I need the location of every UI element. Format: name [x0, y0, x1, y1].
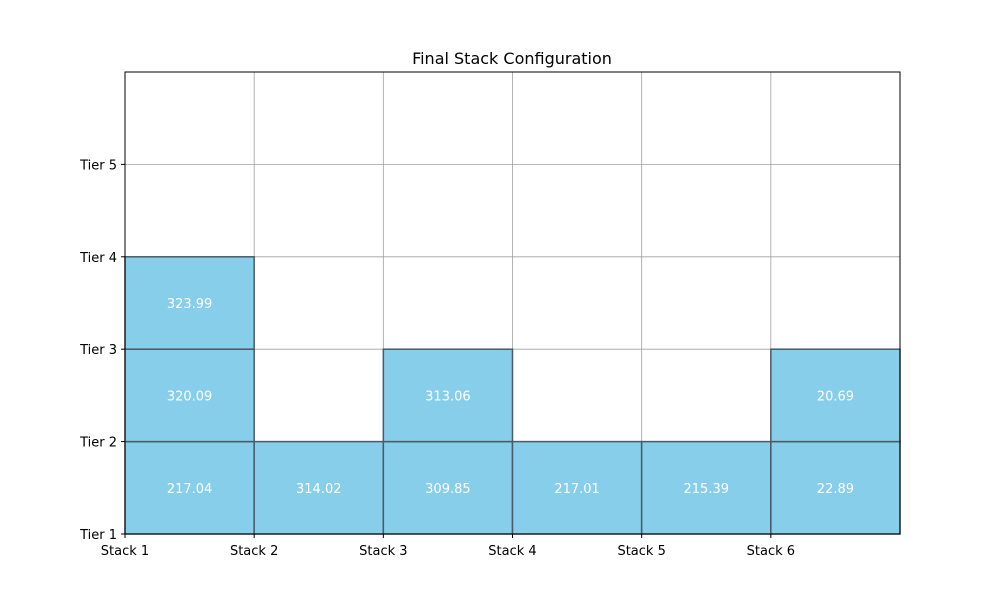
box-value-label: 320.09 [167, 389, 213, 404]
box-value-label: 313.06 [425, 389, 471, 404]
x-tick-label: Stack 5 [617, 544, 665, 559]
y-tick-label: Tier 5 [79, 158, 117, 173]
stack-box [382, 440, 514, 535]
box-value-label: 22.89 [817, 482, 854, 497]
box-value-label: 314.02 [296, 482, 342, 497]
box-value-label: 309.85 [425, 482, 471, 497]
y-axis-ticks: Tier 1 Tier 2 Tier 3 Tier 4 Tier 5 [79, 158, 125, 543]
stack-box [511, 440, 643, 535]
box-value-label: 323.99 [167, 297, 213, 312]
x-tick-label: Stack 4 [488, 544, 536, 559]
stack-box [770, 348, 901, 443]
box-value-label: 217.04 [167, 482, 213, 497]
box-value-labels: 217.04 320.09 323.99 314.02 309.85 313.06 217.… [167, 297, 854, 497]
stack-box [124, 440, 255, 535]
box-value-label: 217.01 [554, 482, 600, 497]
y-tick-label: Tier 4 [79, 251, 117, 266]
y-tick-label: Tier 3 [79, 343, 117, 358]
x-axis-ticks: Stack 1 Stack 2 Stack 3 Stack 4 Stack 5 Stack… [101, 534, 795, 559]
stack-box [770, 440, 901, 535]
stack-box [382, 348, 514, 443]
stack-box [253, 440, 385, 535]
chart-title: Final Stack Configuration [412, 49, 612, 68]
box-value-label: 215.39 [684, 482, 730, 497]
x-tick-label: Stack 3 [359, 544, 407, 559]
y-tick-label: Tier 2 [79, 436, 117, 451]
x-tick-label: Stack 6 [747, 544, 795, 559]
box-value-label: 20.69 [817, 389, 854, 404]
y-tick-label: Tier 1 [79, 528, 117, 543]
stack-box [124, 348, 255, 443]
x-tick-label: Stack 2 [230, 544, 278, 559]
x-tick-label: Stack 1 [101, 544, 149, 559]
